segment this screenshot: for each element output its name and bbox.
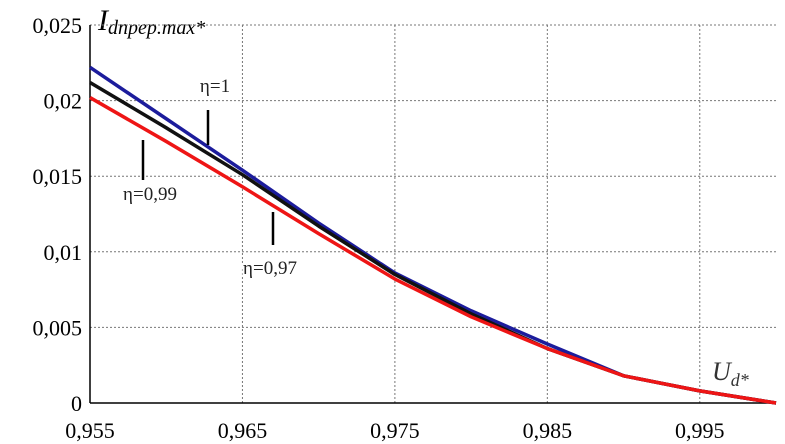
x-axis-title-main: U <box>712 357 733 386</box>
line-series <box>89 65 777 405</box>
y-tick-label: 0,02 <box>44 89 83 114</box>
y-tick-label: 0,005 <box>33 315 83 340</box>
y-axis-title-sub: dпреp.max* <box>108 17 205 39</box>
y-tick-label: 0,025 <box>33 13 83 38</box>
series-label: η=0,99 <box>123 184 177 205</box>
y-tick-label: 0,015 <box>33 164 83 189</box>
line-series <box>89 96 777 405</box>
x-tick-label: 0,955 <box>65 418 115 443</box>
y-axis-title: Idпреp.max* <box>97 4 205 39</box>
y-tick-label: 0,01 <box>44 240 83 265</box>
series-label: η=1 <box>200 76 230 97</box>
x-tick-label: 0,975 <box>370 418 420 443</box>
x-axis-title-sub: d* <box>731 370 749 390</box>
series-label: η=0,97 <box>243 258 297 279</box>
y-axis-title-main: I <box>97 4 110 37</box>
x-tick-label: 0,985 <box>523 418 573 443</box>
line-series <box>89 80 777 405</box>
x-tick-label: 0,965 <box>218 418 268 443</box>
y-tick-label: 0 <box>71 391 82 416</box>
x-axis-title: Ud* <box>712 357 749 390</box>
x-tick-label: 0,995 <box>675 418 725 443</box>
